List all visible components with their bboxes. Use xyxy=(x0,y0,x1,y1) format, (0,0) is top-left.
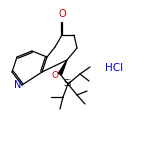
Polygon shape xyxy=(58,60,67,75)
Text: Si: Si xyxy=(64,79,72,88)
Text: N: N xyxy=(14,80,21,90)
Text: O: O xyxy=(51,71,58,79)
Text: O: O xyxy=(58,9,66,19)
Text: HCl: HCl xyxy=(105,63,123,73)
